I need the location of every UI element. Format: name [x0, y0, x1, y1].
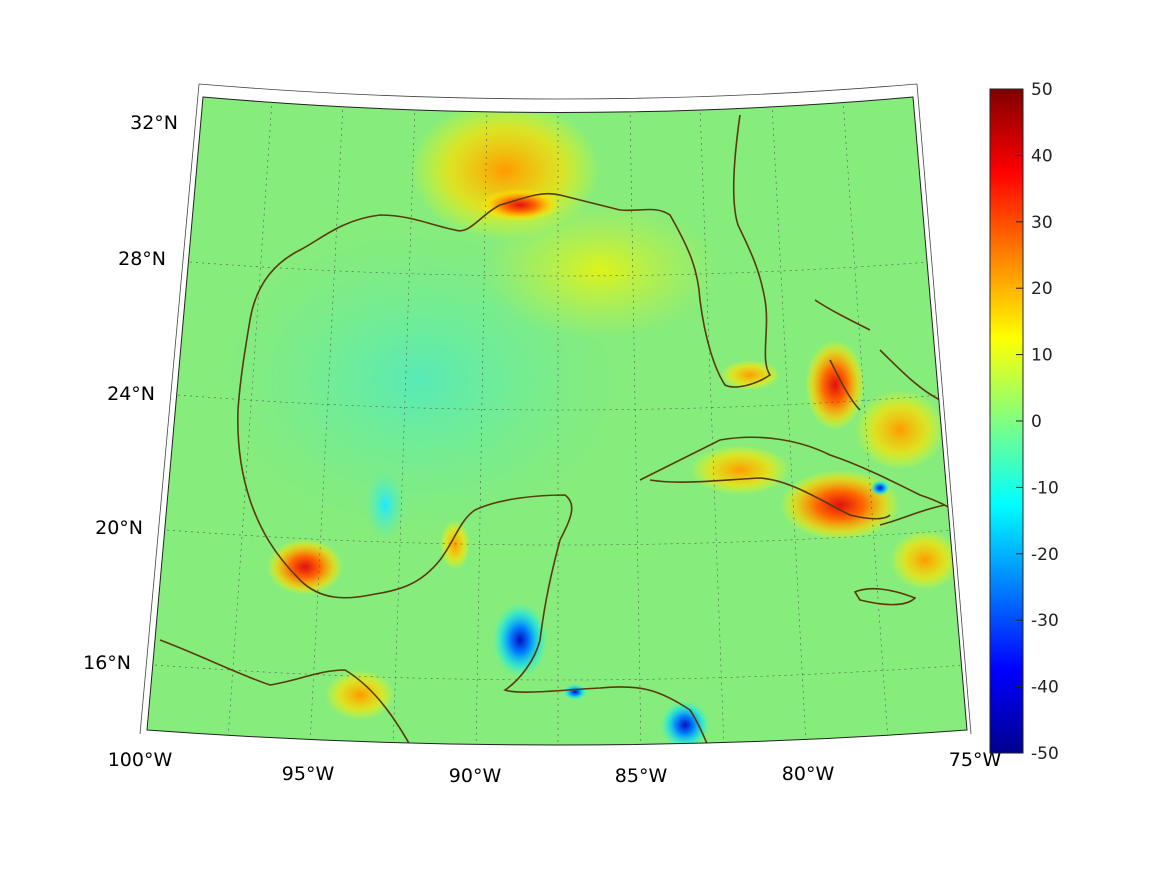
lat-label: 20°N	[95, 517, 143, 539]
lon-label: 85°W	[615, 765, 668, 787]
colorbar-tick-label: 0	[1031, 412, 1042, 432]
lon-label: 90°W	[449, 765, 502, 787]
colorbar-tick-label: -20	[1031, 545, 1059, 565]
graticule	[154, 99, 966, 745]
colorbar-tick-label: 10	[1031, 346, 1053, 366]
lon-label: 95°W	[282, 763, 335, 785]
lon-labels: 100°W 95°W 90°W 85°W 80°W 75°W	[108, 749, 1002, 787]
colorbar-tick-label: -50	[1031, 744, 1059, 764]
lat-label: 32°N	[130, 112, 178, 134]
colorbar-tick-label: -40	[1031, 678, 1059, 698]
lat-label: 16°N	[83, 652, 131, 674]
colorbar-tick-label: 40	[1031, 146, 1053, 166]
coastline	[159, 114, 951, 745]
colorbar-tick-label: 30	[1031, 213, 1053, 233]
lat-label: 24°N	[107, 383, 155, 405]
lon-label: 80°W	[782, 763, 835, 785]
lon-label: 100°W	[108, 749, 173, 771]
colorbar: 50 40 30 20 10 0 -10 -20 -30 -40 -50	[989, 80, 1059, 764]
colorbar-tick-label: -30	[1031, 611, 1059, 631]
data-field	[147, 97, 967, 745]
map-frame	[146, 96, 968, 746]
colorbar-tick-label: -10	[1031, 478, 1059, 498]
colorbar-tick-label: 20	[1031, 279, 1053, 299]
map-border	[139, 83, 972, 735]
lat-labels: 32°N 28°N 24°N 20°N 16°N	[83, 112, 178, 674]
lon-label: 75°W	[949, 749, 1002, 771]
colorbar-tick-label: 50	[1031, 80, 1053, 100]
lat-label: 28°N	[118, 248, 166, 270]
